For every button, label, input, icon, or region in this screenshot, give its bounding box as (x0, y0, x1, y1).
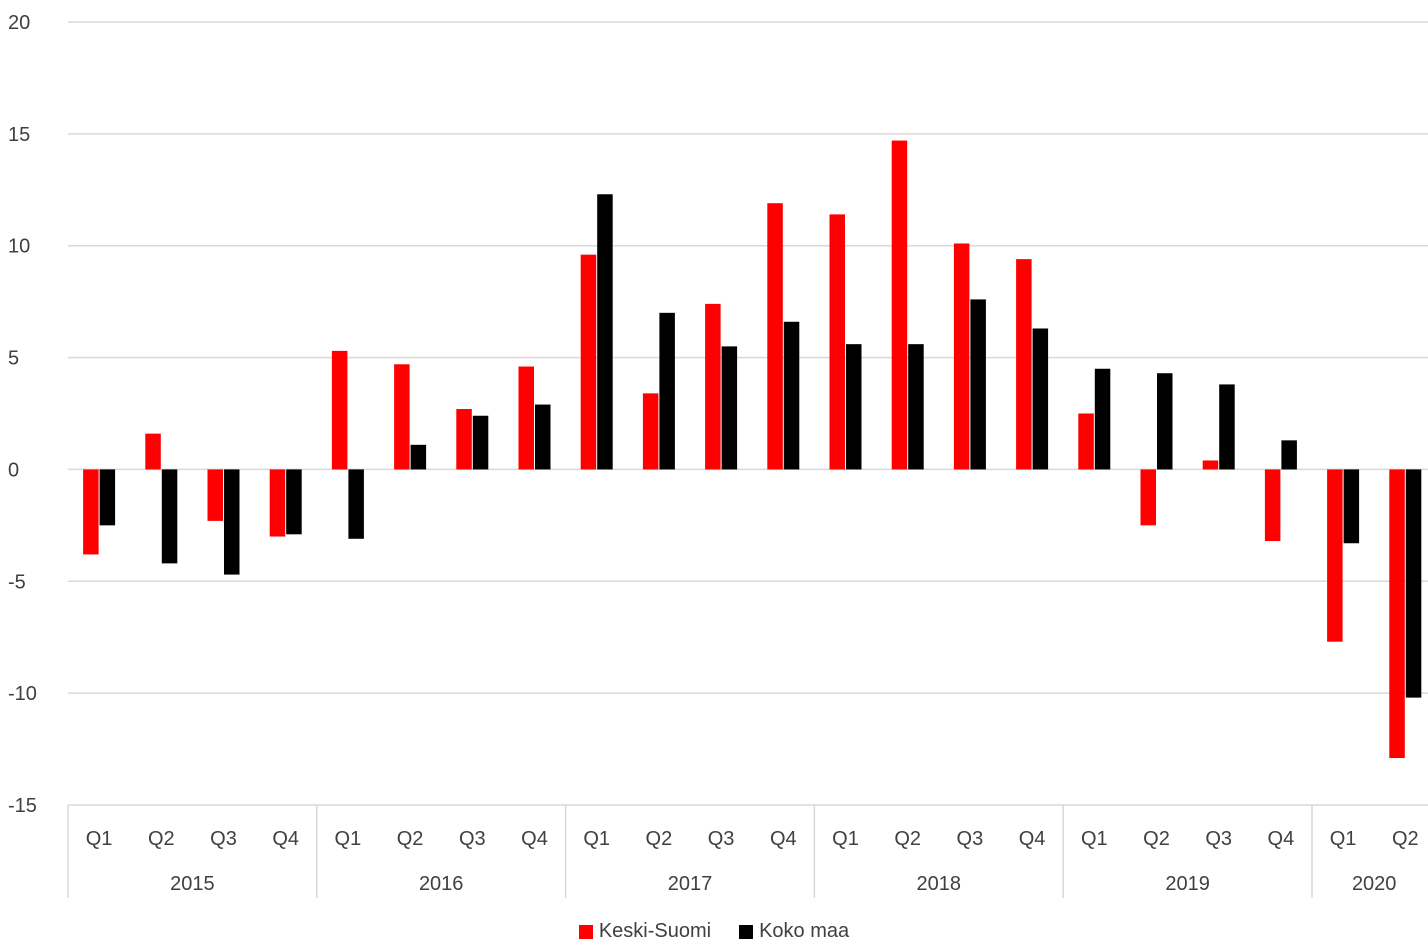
bar-koko-maa (721, 346, 738, 470)
x-tick-label-year: 2018 (917, 873, 962, 895)
y-tick-label: -5 (8, 571, 26, 593)
legend-label-koko-maa: Koko maa (759, 920, 850, 942)
bar-keski-suomi (953, 243, 970, 470)
y-tick-label: 0 (8, 459, 19, 481)
bar-koko-maa (1094, 368, 1111, 470)
bar-koko-maa (970, 299, 986, 470)
bar-keski-suomi (1078, 413, 1094, 470)
x-tick-label-year: 2015 (170, 873, 215, 895)
bar-keski-suomi (394, 364, 410, 470)
x-tick-label-quarter: Q2 (1143, 828, 1170, 850)
x-tick-label-year: 2017 (668, 873, 713, 895)
legend-item-koko-maa: Koko maa (739, 920, 849, 943)
legend-item-keski-suomi: Keski-Suomi (578, 920, 712, 943)
bar-keski-suomi (767, 203, 783, 470)
x-tick-label-quarter: Q1 (1081, 828, 1108, 850)
bar-koko-maa (1405, 469, 1422, 698)
legend-label-keski-suomi: Keski-Suomi (598, 920, 712, 942)
x-tick-label-quarter: Q3 (708, 828, 735, 850)
x-tick-label-quarter: Q2 (397, 828, 424, 850)
bar-keski-suomi (1327, 469, 1343, 642)
x-tick-label-quarter: Q1 (1330, 828, 1357, 850)
bar-keski-suomi (1202, 460, 1219, 470)
bar-keski-suomi (891, 140, 908, 470)
bar-koko-maa (99, 469, 116, 526)
bar-koko-maa (535, 404, 551, 470)
y-tick-label: -10 (8, 683, 37, 705)
y-tick-label: -15 (8, 795, 37, 817)
bar-keski-suomi (580, 254, 597, 470)
x-tick-label-quarter: Q2 (1392, 828, 1419, 850)
bar-keski-suomi (269, 469, 286, 537)
bar-koko-maa (908, 344, 924, 470)
x-tick-label-quarter: Q4 (1268, 828, 1295, 850)
bar-keski-suomi (829, 214, 845, 470)
y-tick-label: 20 (8, 12, 30, 34)
bar-keski-suomi (1140, 469, 1156, 526)
bar-chart-plot: -15 -10 -5 0 5 10 15 20 Q1 Q2 Q3 Q4 Q1 Q2 Q3 Q4 Q1 Q2 Q3 Q4… (8, 12, 1428, 898)
x-tick-label-quarter: Q4 (1019, 828, 1046, 850)
bar-koko-maa (286, 469, 302, 535)
bar-koko-maa (659, 312, 675, 470)
bar-keski-suomi (1264, 469, 1281, 542)
x-tick-label-quarter: Q2 (894, 828, 921, 850)
bar-keski-suomi (518, 366, 534, 470)
x-tick-label-quarter: Q1 (86, 828, 113, 850)
bar-koko-maa (410, 444, 427, 470)
x-tick-label-quarter: Q3 (957, 828, 984, 850)
bar-koko-maa (348, 469, 364, 539)
bar-keski-suomi (456, 409, 472, 470)
x-tick-label-quarter: Q1 (832, 828, 859, 850)
x-tick-label-quarter: Q3 (1205, 828, 1232, 850)
legend: Keski-Suomi Koko maa (0, 920, 1428, 943)
bar-keski-suomi (1389, 469, 1405, 759)
bar-keski-suomi (207, 469, 223, 521)
legend-swatch-keski-suomi (578, 924, 593, 939)
bar-koko-maa (1281, 440, 1297, 470)
x-tick-label-quarter: Q4 (521, 828, 548, 850)
x-tick-label-quarter: Q3 (210, 828, 237, 850)
x-tick-label-quarter: Q1 (583, 828, 610, 850)
x-tick-label-year: 2016 (419, 873, 464, 895)
x-tick-label-quarter: Q2 (646, 828, 673, 850)
x-tick-label-year: 2019 (1165, 873, 1210, 895)
bar-koko-maa (1032, 328, 1049, 470)
x-tick-label-year: 2020 (1352, 873, 1397, 895)
y-tick-label: 10 (8, 236, 30, 258)
bar-koko-maa (783, 321, 800, 470)
bar-keski-suomi (705, 303, 721, 470)
bar-keski-suomi (642, 393, 659, 470)
x-tick-label-quarter: Q4 (272, 828, 299, 850)
bar-keski-suomi (83, 469, 99, 555)
bar-keski-suomi (145, 433, 161, 470)
y-tick-label: 5 (8, 348, 19, 370)
bar-koko-maa (161, 469, 178, 564)
x-tick-label-quarter: Q2 (148, 828, 175, 850)
bar-koko-maa (846, 344, 862, 470)
y-tick-label: 15 (8, 124, 30, 146)
bar-koko-maa (1343, 469, 1360, 544)
bar-koko-maa (1157, 373, 1173, 470)
x-tick-label-quarter: Q1 (335, 828, 362, 850)
x-tick-label-quarter: Q4 (770, 828, 797, 850)
bar-keski-suomi (1016, 259, 1032, 470)
bar-koko-maa (224, 469, 240, 575)
bar-koko-maa (472, 415, 489, 470)
bar-keski-suomi (331, 350, 348, 470)
bar-koko-maa (597, 194, 613, 470)
bar-koko-maa (1219, 384, 1235, 470)
legend-swatch-koko-maa (739, 924, 754, 939)
x-tick-label-quarter: Q3 (459, 828, 486, 850)
